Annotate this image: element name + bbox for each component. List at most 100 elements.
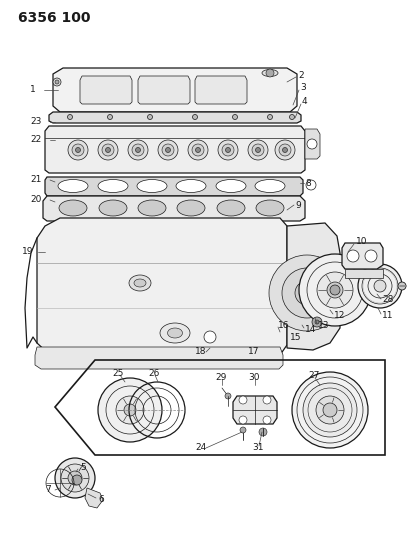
Text: 7: 7: [45, 486, 51, 495]
Ellipse shape: [255, 180, 285, 192]
Circle shape: [295, 281, 319, 305]
Polygon shape: [305, 129, 320, 159]
Text: 6356 100: 6356 100: [18, 11, 91, 25]
Text: 16: 16: [278, 320, 290, 329]
Text: 10: 10: [356, 238, 368, 246]
Circle shape: [195, 148, 200, 152]
Polygon shape: [85, 488, 103, 508]
Ellipse shape: [59, 200, 87, 216]
Circle shape: [252, 144, 264, 156]
Circle shape: [188, 140, 208, 160]
Text: 13: 13: [318, 321, 330, 330]
Circle shape: [327, 282, 343, 298]
Circle shape: [53, 78, 61, 86]
Circle shape: [255, 148, 260, 152]
Polygon shape: [138, 76, 190, 104]
Ellipse shape: [262, 69, 278, 77]
Circle shape: [374, 280, 386, 292]
Text: 14: 14: [305, 326, 316, 335]
Text: 9: 9: [295, 200, 301, 209]
Circle shape: [299, 254, 371, 326]
Circle shape: [317, 272, 353, 308]
Circle shape: [269, 255, 345, 331]
Circle shape: [162, 144, 174, 156]
Circle shape: [368, 274, 392, 298]
Text: 26: 26: [148, 368, 160, 377]
Ellipse shape: [160, 323, 190, 343]
Ellipse shape: [138, 200, 166, 216]
Circle shape: [315, 320, 319, 324]
Text: 23: 23: [30, 117, 41, 126]
Ellipse shape: [129, 275, 151, 291]
Circle shape: [239, 416, 247, 424]
Circle shape: [107, 115, 113, 119]
Circle shape: [282, 148, 288, 152]
Circle shape: [347, 250, 359, 262]
Circle shape: [279, 144, 291, 156]
Polygon shape: [53, 68, 297, 112]
Circle shape: [61, 464, 89, 492]
Text: 29: 29: [215, 373, 226, 382]
Polygon shape: [80, 76, 132, 104]
Text: 21: 21: [30, 175, 41, 184]
Circle shape: [222, 144, 234, 156]
Ellipse shape: [99, 200, 127, 216]
Circle shape: [124, 404, 136, 416]
Circle shape: [226, 148, 231, 152]
Text: 4: 4: [302, 98, 308, 107]
Text: 11: 11: [382, 311, 393, 320]
Circle shape: [192, 144, 204, 156]
Polygon shape: [45, 177, 303, 196]
Circle shape: [398, 282, 406, 290]
Text: 17: 17: [248, 348, 259, 357]
Circle shape: [233, 115, 237, 119]
Circle shape: [218, 140, 238, 160]
Polygon shape: [342, 243, 383, 269]
Circle shape: [239, 396, 247, 404]
Circle shape: [330, 285, 340, 295]
Circle shape: [306, 180, 316, 190]
Polygon shape: [35, 347, 283, 369]
Text: 20: 20: [30, 196, 41, 205]
Text: 2: 2: [298, 70, 304, 79]
Circle shape: [72, 475, 82, 485]
Circle shape: [55, 458, 95, 498]
Circle shape: [68, 471, 82, 485]
Polygon shape: [49, 112, 301, 123]
Ellipse shape: [58, 180, 88, 192]
Polygon shape: [287, 223, 340, 350]
Circle shape: [303, 383, 357, 437]
Text: 1: 1: [30, 85, 36, 94]
Text: 30: 30: [248, 373, 259, 382]
Circle shape: [358, 264, 402, 308]
Ellipse shape: [98, 180, 128, 192]
Circle shape: [98, 378, 162, 442]
Text: 18: 18: [195, 348, 206, 357]
Text: 6: 6: [98, 496, 104, 505]
Polygon shape: [37, 218, 287, 355]
Text: 28: 28: [382, 295, 393, 304]
Circle shape: [365, 250, 377, 262]
Circle shape: [98, 140, 118, 160]
Circle shape: [240, 427, 246, 433]
Circle shape: [225, 393, 231, 399]
Polygon shape: [233, 396, 277, 424]
Text: 19: 19: [22, 247, 33, 256]
Circle shape: [268, 115, 273, 119]
Text: 12: 12: [334, 311, 346, 320]
Circle shape: [75, 148, 80, 152]
Polygon shape: [43, 196, 305, 221]
Circle shape: [275, 140, 295, 160]
Polygon shape: [345, 269, 383, 278]
Circle shape: [248, 140, 268, 160]
Circle shape: [266, 69, 274, 77]
Ellipse shape: [134, 279, 146, 287]
Ellipse shape: [177, 200, 205, 216]
Ellipse shape: [217, 200, 245, 216]
Circle shape: [106, 148, 111, 152]
Text: 24: 24: [195, 443, 206, 453]
Circle shape: [263, 396, 271, 404]
Circle shape: [307, 139, 317, 149]
Circle shape: [72, 144, 84, 156]
Text: 5: 5: [80, 464, 86, 472]
